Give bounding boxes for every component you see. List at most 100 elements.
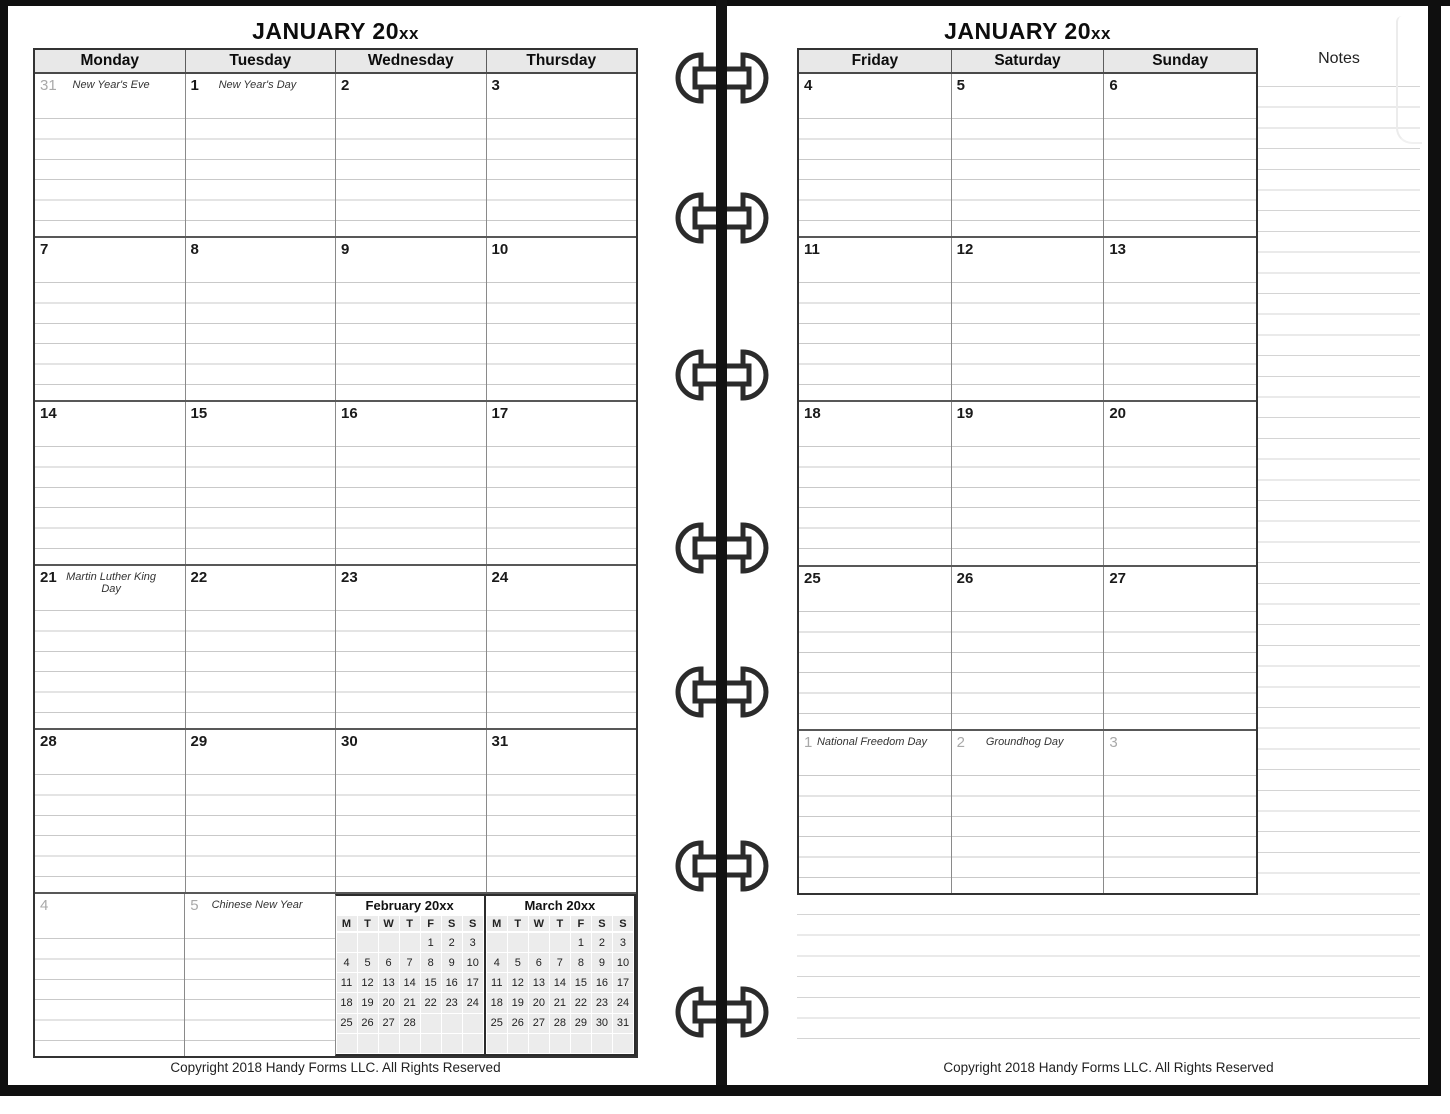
mini-day-letter: F (570, 916, 591, 931)
mini-day-number: 29 (570, 1013, 591, 1033)
year-placeholder-xx: xx (398, 24, 419, 43)
writing-lines (951, 282, 1104, 399)
mini-day-number: 14 (549, 973, 570, 993)
mini-day-number: 27 (528, 1013, 549, 1033)
left-page-title: JANUARY 20xx (33, 18, 638, 45)
mini-day-number: 1 (570, 933, 591, 953)
writing-lines (486, 446, 636, 562)
mini-day-number (462, 1033, 483, 1053)
writing-lines (185, 118, 335, 234)
week-row: 18 19 20 (799, 400, 1257, 565)
day-cell: 16 (335, 402, 486, 564)
day-number: 5 (190, 897, 199, 914)
writing-lines (35, 938, 185, 1054)
mini-day-number: 6 (528, 953, 549, 973)
mini-day-number: 20 (378, 993, 399, 1013)
day-number: 23 (341, 569, 358, 586)
writing-lines (1104, 282, 1257, 399)
mini-day-letter: W (528, 916, 549, 931)
mini-day-number: 27 (378, 1013, 399, 1033)
mini-day-letter: T (357, 916, 378, 931)
writing-lines (951, 774, 1104, 892)
mini-day-number (486, 933, 507, 953)
day-number: 4 (804, 77, 813, 94)
day-cell: 31 New Year's Eve (35, 74, 185, 236)
month-year-text: JANUARY 20 (252, 18, 399, 44)
mini-day-number: 15 (420, 973, 441, 993)
day-number: 31 (40, 77, 57, 94)
day-cell: 14 (35, 402, 185, 564)
writing-lines (799, 446, 951, 563)
mini-day-number: 30 (591, 1013, 612, 1033)
mini-day-letter: T (549, 916, 570, 931)
mini-day-number: 21 (549, 993, 570, 1013)
holiday-label: Groundhog Day (985, 735, 1064, 748)
day-cell: 21 Martin Luther King Day (35, 566, 185, 728)
day-number: 21 (40, 569, 57, 586)
mini-day-number: 19 (357, 993, 378, 1013)
week-row: 4 5 6 (799, 74, 1257, 237)
mini-day-number: 7 (549, 953, 570, 973)
binder-ring (675, 840, 769, 892)
day-cell: 30 (335, 730, 486, 892)
day-number: 2 (341, 77, 350, 94)
day-cell: 8 (184, 238, 335, 400)
day-number: 12 (956, 241, 974, 259)
day-cell: 5 (950, 74, 1104, 237)
notes-label: Notes (1318, 50, 1360, 67)
mini-day-number: 6 (378, 953, 399, 973)
month-calendar-left: Monday Tuesday Wednesday Thursday 31 New … (33, 48, 638, 1058)
day-number: 11 (804, 241, 820, 259)
day-cell: 13 (1103, 238, 1257, 401)
mini-day-number: 9 (441, 953, 462, 973)
week-row: 21 Martin Luther King Day 22 23 24 (35, 564, 636, 728)
copyright-right: Copyright 2018 Handy Forms LLC. All Righ… (943, 1060, 1274, 1075)
day-number: 22 (190, 569, 208, 586)
day-number: 7 (40, 241, 49, 258)
mini-day-number: 23 (441, 993, 462, 1013)
day-cell: 1 New Year's Day (184, 74, 335, 236)
writing-lines (185, 282, 335, 398)
mini-day-number: 14 (399, 973, 420, 993)
frame-right (1428, 0, 1441, 1096)
mini-day-number: 31 (612, 1013, 633, 1033)
day-cell: 6 (1103, 74, 1257, 237)
mini-day-number: 18 (336, 993, 357, 1013)
day-number: 10 (491, 241, 509, 258)
writing-lines (799, 610, 951, 727)
writing-lines (35, 446, 185, 562)
writing-lines (35, 118, 185, 234)
mini-day-letter: S (591, 916, 612, 931)
day-cell: 1 National Freedom Day (799, 731, 951, 893)
day-cell: 3 (1103, 730, 1257, 894)
writing-lines (185, 610, 335, 726)
mini-day-number (357, 933, 378, 953)
mini-day-number (378, 1033, 399, 1053)
mini-calendar-title: February 20xx (335, 896, 484, 915)
day-cell: 20 (1103, 402, 1257, 565)
mini-day-number: 4 (486, 953, 507, 973)
mini-day-number: 21 (399, 993, 420, 1013)
mini-day-number: 1 (420, 933, 441, 953)
day-number: 6 (1109, 77, 1118, 94)
mini-day-letter: S (462, 916, 483, 931)
day-number: 31 (491, 733, 509, 750)
day-cell: 31 (485, 730, 636, 892)
week-row: 7 8 9 10 (35, 236, 636, 400)
day-cell: 10 (485, 238, 636, 400)
mini-day-number (507, 933, 528, 953)
holiday-label: Martin Luther King Day (66, 571, 157, 595)
mini-day-number: 9 (591, 953, 612, 973)
day-cell: 18 (799, 402, 951, 564)
month-calendar-right: Friday Saturday Sunday 4 5 6 11 (797, 48, 1258, 895)
mini-day-number: 28 (399, 1013, 420, 1033)
weekday-header-row: Friday Saturday Sunday (799, 50, 1256, 74)
day-cell: 11 (799, 238, 951, 400)
mini-day-number: 22 (570, 993, 591, 1013)
mini-day-number (591, 1033, 612, 1053)
day-number: 25 (804, 569, 821, 587)
weekday-header-monday: Monday (80, 52, 140, 69)
mini-day-number: 12 (357, 973, 378, 993)
